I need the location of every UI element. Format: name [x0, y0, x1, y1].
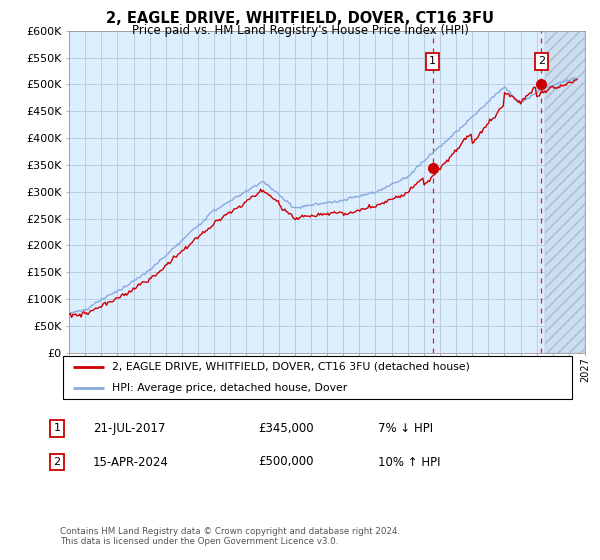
Text: 2: 2 — [53, 457, 61, 467]
Text: Price paid vs. HM Land Registry's House Price Index (HPI): Price paid vs. HM Land Registry's House … — [131, 24, 469, 36]
Text: 21-JUL-2017: 21-JUL-2017 — [93, 422, 166, 435]
Text: 2, EAGLE DRIVE, WHITFIELD, DOVER, CT16 3FU: 2, EAGLE DRIVE, WHITFIELD, DOVER, CT16 3… — [106, 11, 494, 26]
Bar — [545, 31, 585, 353]
Bar — [545, 31, 585, 353]
Text: 15-APR-2024: 15-APR-2024 — [93, 455, 169, 469]
Text: Contains HM Land Registry data © Crown copyright and database right 2024.
This d: Contains HM Land Registry data © Crown c… — [60, 526, 400, 546]
Text: HPI: Average price, detached house, Dover: HPI: Average price, detached house, Dove… — [112, 383, 347, 393]
Text: 7% ↓ HPI: 7% ↓ HPI — [378, 422, 433, 435]
Text: £345,000: £345,000 — [258, 422, 314, 435]
Text: 1: 1 — [429, 57, 436, 67]
Text: 1: 1 — [53, 423, 61, 433]
FancyBboxPatch shape — [62, 356, 572, 399]
Text: 2, EAGLE DRIVE, WHITFIELD, DOVER, CT16 3FU (detached house): 2, EAGLE DRIVE, WHITFIELD, DOVER, CT16 3… — [112, 362, 469, 372]
Text: 10% ↑ HPI: 10% ↑ HPI — [378, 455, 440, 469]
Text: 2: 2 — [538, 57, 545, 67]
Text: £500,000: £500,000 — [258, 455, 314, 469]
